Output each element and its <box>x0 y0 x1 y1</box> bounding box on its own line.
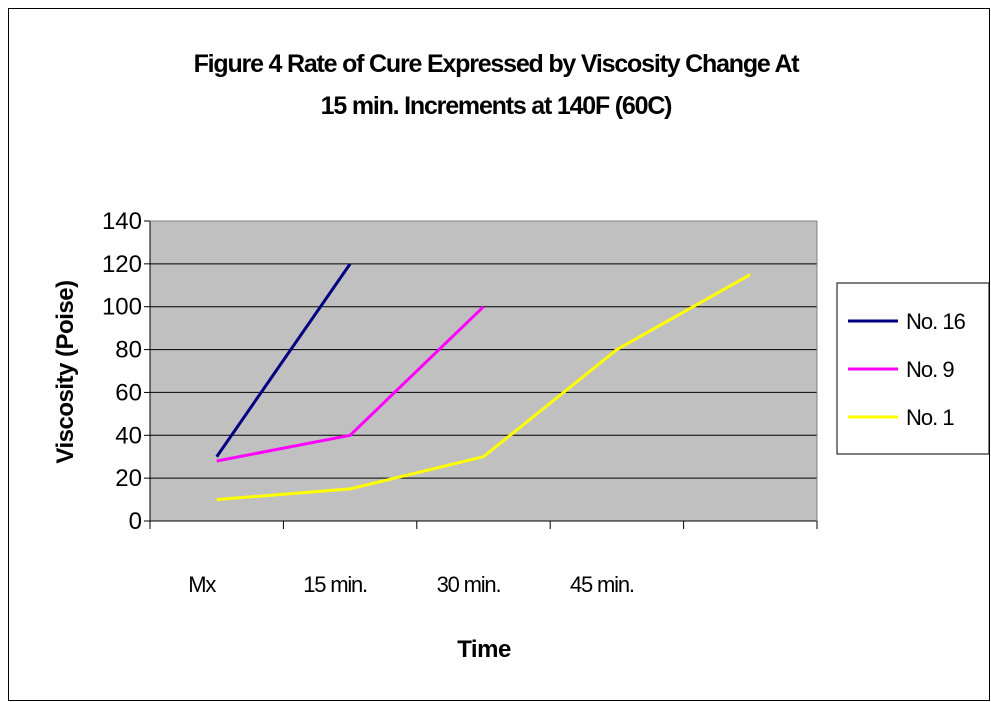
y-tick-labels: 0 20 40 60 80 100 120 140 <box>102 208 142 535</box>
y-axis-title: Viscosity (Poise) <box>52 280 79 463</box>
y-tick-label: 140 <box>102 208 142 235</box>
series-lines <box>215 263 752 502</box>
x-tick-label: 30 min. <box>437 572 501 597</box>
y-tick-label: 120 <box>102 251 142 278</box>
x-tick-labels: Mx 15 min. 30 min. 45 min. <box>188 572 635 597</box>
series-line-2 <box>216 273 752 502</box>
x-tick-label: 15 min. <box>303 572 367 597</box>
x-axis-title: Time <box>457 636 511 663</box>
y-tick-label: 0 <box>129 508 142 535</box>
y-tick-label: 40 <box>115 422 142 449</box>
legend: No. 16 No. 9 No. 1 <box>836 282 990 455</box>
series-line-1 <box>216 305 485 463</box>
series-line-0 <box>215 263 352 458</box>
y-tick-label: 60 <box>115 379 142 406</box>
y-tick-label: 20 <box>115 465 142 492</box>
x-tick-label: 45 min. <box>570 572 634 597</box>
legend-label: No. 9 <box>906 357 954 382</box>
legend-label: No. 1 <box>906 405 954 430</box>
y-tick-label: 80 <box>115 337 142 364</box>
legend-label: No. 16 <box>906 309 966 334</box>
y-tick-label: 100 <box>102 294 142 321</box>
chart-title-line-2: 15 min. Increments at 140F (60C) <box>321 92 673 120</box>
plot-area <box>150 221 817 521</box>
chart-title-line-1: Figure 4 Rate of Cure Expressed by Visco… <box>194 50 801 78</box>
x-tick-label: Mx <box>188 572 216 597</box>
axes <box>144 220 818 529</box>
